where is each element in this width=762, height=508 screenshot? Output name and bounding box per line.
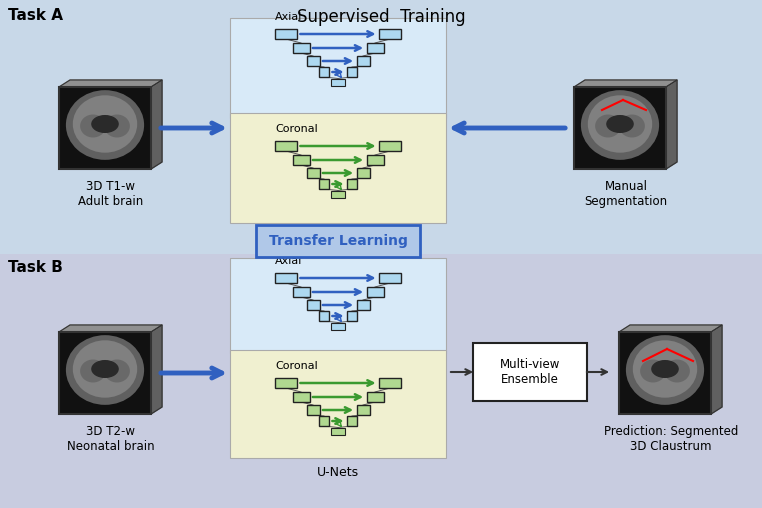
Bar [319, 416, 329, 426]
Bar [357, 300, 370, 310]
Bar [367, 155, 383, 165]
Ellipse shape [652, 360, 679, 378]
Bar [275, 273, 297, 283]
FancyBboxPatch shape [473, 343, 587, 401]
Bar [319, 179, 329, 189]
Ellipse shape [80, 360, 106, 383]
Bar [293, 43, 309, 53]
Text: Prediction: Segmented
3D Claustrum: Prediction: Segmented 3D Claustrum [604, 425, 738, 453]
Ellipse shape [581, 90, 659, 160]
Text: Task A: Task A [8, 8, 63, 23]
Bar [367, 287, 383, 297]
Bar [306, 300, 319, 310]
Bar [331, 323, 345, 330]
Bar [0, 254, 762, 508]
Ellipse shape [104, 360, 130, 383]
Ellipse shape [640, 360, 666, 383]
Polygon shape [59, 80, 162, 87]
Text: Task B: Task B [8, 260, 63, 275]
Text: Supervised  Training: Supervised Training [296, 8, 466, 26]
Bar [331, 79, 345, 85]
Ellipse shape [626, 335, 704, 405]
Polygon shape [59, 325, 162, 332]
Bar [319, 67, 329, 77]
Bar [293, 155, 309, 165]
Ellipse shape [607, 115, 634, 133]
Bar [379, 141, 401, 151]
Ellipse shape [595, 114, 621, 138]
Bar [331, 428, 345, 434]
Bar [367, 43, 383, 53]
Text: U-Nets: U-Nets [317, 466, 359, 479]
Bar [367, 392, 383, 402]
Ellipse shape [664, 360, 690, 383]
Text: Coronal: Coronal [275, 124, 318, 134]
Bar [275, 29, 297, 39]
FancyBboxPatch shape [256, 225, 420, 257]
Bar [331, 190, 345, 198]
Ellipse shape [91, 360, 119, 378]
Ellipse shape [66, 90, 144, 160]
Bar [275, 141, 297, 151]
Bar [619, 332, 711, 414]
Polygon shape [151, 325, 162, 414]
Bar [379, 273, 401, 283]
Text: Multi-view
Ensemble: Multi-view Ensemble [500, 358, 560, 386]
Bar [357, 56, 370, 66]
Bar [275, 378, 297, 388]
Bar [319, 311, 329, 321]
Bar [347, 311, 357, 321]
Bar [230, 18, 446, 118]
Text: Manual
Segmentation: Manual Segmentation [584, 180, 668, 208]
Bar [379, 29, 401, 39]
Bar [59, 87, 151, 169]
Bar [59, 332, 151, 414]
Ellipse shape [632, 340, 697, 398]
Bar [357, 405, 370, 415]
Bar [347, 67, 357, 77]
Bar [306, 56, 319, 66]
Polygon shape [711, 325, 722, 414]
Bar [230, 113, 446, 223]
Ellipse shape [588, 96, 652, 153]
Text: Transfer Learning: Transfer Learning [268, 234, 408, 248]
Ellipse shape [619, 114, 645, 138]
Bar [306, 405, 319, 415]
Bar [293, 287, 309, 297]
Text: Coronal: Coronal [275, 361, 318, 371]
Text: 3D T2-w
Neonatal brain: 3D T2-w Neonatal brain [67, 425, 155, 453]
Polygon shape [666, 80, 677, 169]
Bar [357, 168, 370, 178]
Bar [230, 258, 446, 353]
Polygon shape [151, 80, 162, 169]
Bar [379, 378, 401, 388]
Bar [0, 0, 762, 254]
Bar [230, 350, 446, 458]
Text: Axial: Axial [275, 256, 303, 266]
Bar [347, 416, 357, 426]
Polygon shape [574, 80, 677, 87]
Text: 3D T1-w
Adult brain: 3D T1-w Adult brain [78, 180, 143, 208]
Ellipse shape [73, 96, 137, 153]
Ellipse shape [104, 114, 130, 138]
Bar [347, 179, 357, 189]
Bar [306, 168, 319, 178]
Ellipse shape [91, 115, 119, 133]
Ellipse shape [66, 335, 144, 405]
Bar [574, 87, 666, 169]
Bar [293, 392, 309, 402]
Ellipse shape [73, 340, 137, 398]
Text: Axial: Axial [275, 12, 303, 22]
Polygon shape [619, 325, 722, 332]
Ellipse shape [80, 114, 106, 138]
